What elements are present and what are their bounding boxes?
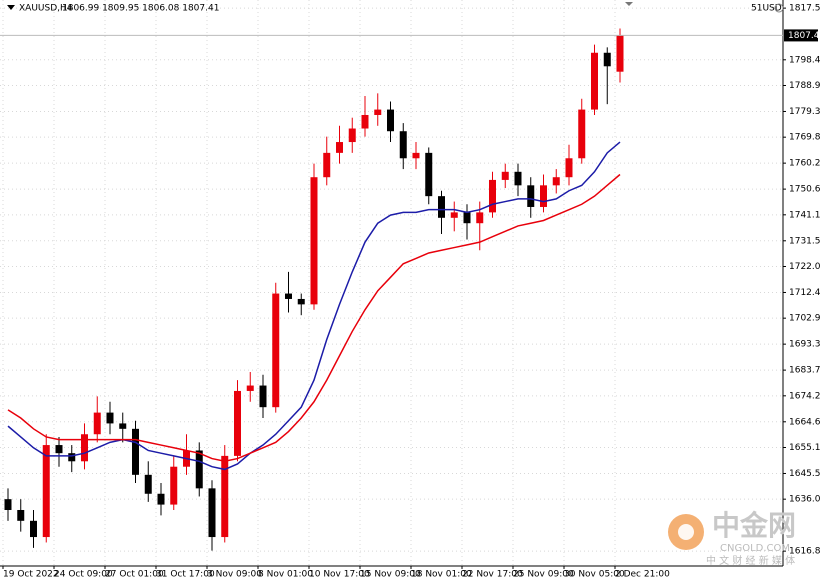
watermark-brand: 中金网 — [712, 509, 796, 542]
candle-body — [68, 453, 76, 462]
candle-body — [93, 412, 101, 435]
y-tick-label: 1693.30 — [789, 340, 820, 350]
y-tick-label: 1616.80 — [789, 547, 820, 557]
candle-body — [514, 171, 522, 186]
watermark: 中金网 CNGOLD.COM 中 文 财 经 新 媒 体 — [668, 509, 796, 567]
candle-body — [361, 114, 369, 129]
y-tick-label: 1817.50 — [789, 4, 820, 14]
candle-body — [425, 152, 433, 197]
candle-body — [17, 509, 25, 521]
candle-body — [81, 434, 88, 462]
candle-body — [234, 390, 241, 456]
candle-body — [285, 293, 292, 299]
chart-title: XAUUSD,H4 — [19, 4, 73, 14]
y-tick-label: 1798.40 — [789, 55, 820, 65]
y-tick-label: 1655.10 — [789, 443, 820, 453]
y-tick-label: 1760.20 — [789, 159, 820, 169]
candle-body — [310, 177, 318, 305]
x-tick-label: 10 Nov 17:00 — [309, 570, 370, 580]
current-price-label: 1807.41 — [788, 31, 820, 41]
candle-body — [119, 423, 127, 429]
candle-body — [450, 212, 458, 218]
candle-body — [616, 35, 624, 72]
y-tick-label: 1741.10 — [789, 210, 820, 220]
y-tick-label: 1683.70 — [789, 366, 820, 376]
candle-body — [30, 520, 37, 538]
x-tick-label: 22 Nov 17:00 — [462, 570, 523, 580]
watermark-slogan: 中 文 财 经 新 媒 体 — [706, 554, 795, 567]
candle-body — [387, 109, 394, 132]
x-tick-label: 30 Nov 05:00 — [564, 570, 625, 580]
y-tick-label: 1702.90 — [789, 314, 820, 324]
y-tick-label: 1636.00 — [789, 495, 820, 505]
y-tick-label: 1674.20 — [789, 391, 820, 401]
x-tick-label: 24 Oct 09:00 — [54, 570, 113, 580]
candle-body — [591, 52, 598, 110]
moving-average-line — [7, 141, 621, 471]
candle-body — [42, 445, 50, 538]
candle-body — [157, 493, 165, 505]
candle-body — [132, 428, 139, 475]
candle-body — [603, 52, 611, 67]
candle-body — [4, 499, 12, 510]
y-tick-label: 1731.50 — [789, 236, 820, 246]
candle-body — [565, 158, 573, 178]
x-tick-label: 27 Oct 01:00 — [105, 570, 164, 580]
y-tick-label: 1722.00 — [789, 262, 820, 272]
moving-average-line — [7, 173, 621, 463]
candle-body — [195, 450, 203, 489]
x-tick-label: 15 Nov 09:00 — [360, 570, 421, 580]
shift-marker — [625, 2, 633, 6]
candle-body — [399, 131, 407, 159]
candle-body — [323, 152, 331, 178]
candle-body — [336, 142, 343, 153]
x-tick-label: 3 Nov 09:00 — [207, 570, 262, 580]
candle-body — [476, 212, 484, 224]
y-tick-label: 1750.60 — [789, 185, 820, 195]
candle-body — [348, 128, 356, 143]
candle-body — [272, 293, 280, 408]
current-price-box — [784, 29, 818, 42]
candle-body — [106, 412, 114, 424]
candle-body — [578, 109, 586, 159]
candle-body — [374, 109, 382, 115]
y-tick-label: 1769.80 — [789, 133, 820, 143]
candle-body — [438, 196, 445, 218]
y-tick-label: 1779.30 — [789, 107, 820, 117]
grid — [0, 0, 783, 566]
candle-body — [501, 171, 509, 180]
y-tick-label: 1664.60 — [789, 417, 820, 427]
candle-body — [221, 455, 229, 538]
candle-body — [208, 488, 216, 538]
y-tick-label: 1788.90 — [789, 81, 820, 91]
candle-body — [55, 445, 63, 454]
candle-body — [552, 177, 560, 186]
x-tick-label: 19 Oct 2022 — [3, 570, 59, 580]
candle-body — [412, 152, 420, 159]
account-label: 51USD — [751, 4, 782, 14]
x-tick-label: 2 Dec 21:00 — [615, 570, 670, 580]
x-tick-label: 31 Oct 17:00 — [156, 570, 215, 580]
watermark-site: CNGOLD.COM — [720, 543, 790, 554]
candle-body — [144, 474, 152, 494]
candle-body — [170, 466, 178, 505]
x-tick-label: 18 Nov 01:00 — [411, 570, 472, 580]
plot — [4, 28, 624, 551]
candle-body — [297, 298, 305, 305]
x-tick-label: 25 Nov 09:00 — [513, 570, 574, 580]
candle-body — [246, 385, 254, 391]
x-tick-label: 8 Nov 01:00 — [258, 570, 313, 580]
candle-body — [540, 185, 547, 207]
y-tick-label: 1712.40 — [789, 288, 820, 298]
candle-body — [527, 185, 535, 207]
candle-body — [489, 179, 496, 213]
watermark-logo-inner — [678, 524, 694, 540]
candle-body — [463, 212, 471, 224]
header-values: 1806.99 1809.95 1806.08 1807.41 — [62, 4, 219, 14]
y-tick-label: 1645.50 — [789, 469, 820, 479]
candle-body — [259, 385, 267, 408]
menu-arrow[interactable] — [7, 5, 15, 10]
